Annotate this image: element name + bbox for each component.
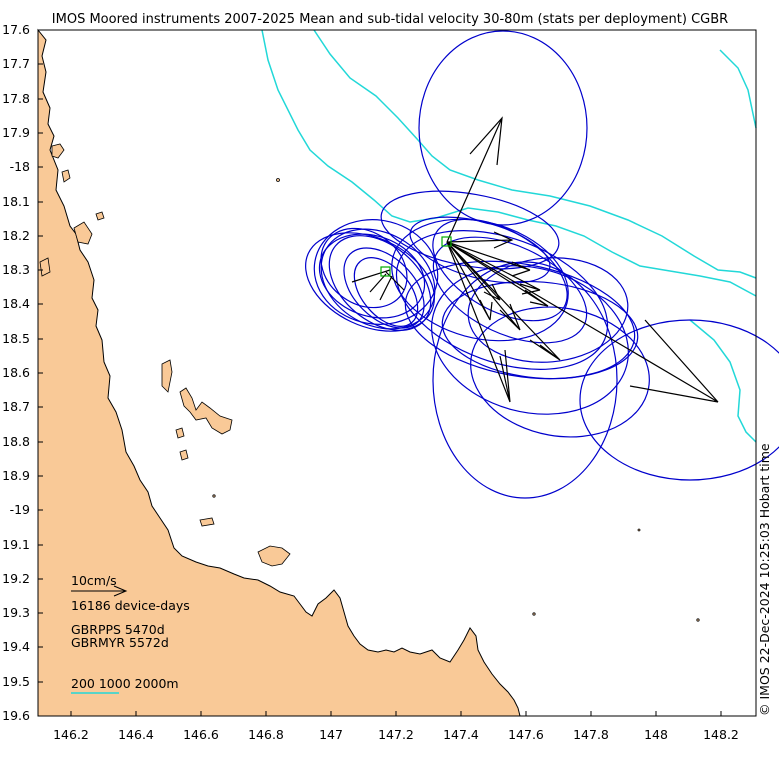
y-tick-label: 19.1 (2, 537, 30, 552)
x-tick-label: 146.8 (248, 727, 284, 742)
x-tick-label: 146.6 (183, 727, 219, 742)
variance-ellipse (305, 232, 435, 332)
x-tick-label: 146.2 (53, 727, 89, 742)
variance-ellipse (395, 230, 609, 370)
isobath-1000m-southeast (689, 319, 757, 443)
isobaths-label: 200 1000 2000m (71, 676, 179, 691)
velocity-vector (446, 241, 493, 321)
variance-ellipse (404, 260, 636, 380)
velocity-vector (446, 241, 511, 403)
variance-ellipse (470, 306, 650, 438)
x-tick-label: 148.2 (703, 727, 739, 742)
island (276, 178, 280, 182)
y-tick-label: 19.6 (2, 708, 30, 723)
island (39, 257, 51, 277)
y-tick-label: 18.7 (2, 399, 30, 414)
velocity-vector (446, 241, 541, 295)
x-tick-label: 147.8 (573, 727, 609, 742)
x-tick-label: 148 (644, 727, 668, 742)
island (175, 427, 185, 439)
velocity-vector (446, 241, 561, 361)
site-marker-gbrpps[interactable] (441, 236, 452, 247)
variance-ellipse (409, 216, 551, 284)
y-tick-label: 18.8 (2, 434, 30, 449)
x-tick-label: 147.2 (378, 727, 414, 742)
y-tick-label: 17.9 (2, 125, 30, 140)
y-tick-label: 18.1 (2, 194, 30, 209)
island (212, 494, 216, 498)
device-days-label: 16186 device-days (71, 598, 190, 613)
island (696, 618, 700, 622)
scale-label: 10cm/s (71, 573, 117, 588)
island (199, 517, 215, 527)
velocity-vector (446, 241, 549, 307)
island (179, 449, 189, 461)
credit-text: © IMOS 22-Dec-2024 10:25:03 Hobart time (757, 443, 772, 716)
variance-ellipse (441, 280, 639, 380)
x-axis: 146.2 146.4 146.6 146.8 147 147.2 147.4 … (53, 711, 739, 742)
velocity-vector (446, 241, 521, 331)
island (161, 359, 173, 393)
y-tick-label: -19 (10, 502, 30, 517)
x-tick-label: 147.6 (508, 727, 544, 742)
y-tick-label: 17.7 (2, 56, 30, 71)
island (95, 211, 105, 221)
x-tick-label: 147 (319, 727, 343, 742)
figure-title: IMOS Moored instruments 2007-2025 Mean a… (52, 12, 728, 27)
variance-ellipse (432, 218, 568, 322)
y-tick-label: -18 (10, 159, 30, 174)
variance-ellipse (418, 30, 588, 226)
variance-ellipse (380, 190, 560, 270)
velocity-vector (446, 241, 719, 403)
island (179, 387, 233, 435)
variance-ellipse (579, 319, 779, 481)
y-tick-label: 18.6 (2, 365, 30, 380)
y-tick-label: 18.3 (2, 262, 30, 277)
velocity-vector (446, 116, 503, 243)
x-tick-label: 147.4 (443, 727, 479, 742)
y-tick-label: 18.4 (2, 296, 30, 311)
island (257, 545, 291, 567)
variance-ellipse (432, 236, 588, 344)
legend: 10cm/s 16186 device-days GBRPPS 5470d GB… (71, 573, 190, 694)
scale-arrow (71, 585, 128, 597)
y-tick-label: 18.5 (2, 331, 30, 346)
island (73, 221, 93, 245)
island (61, 169, 71, 183)
y-tick-label: 17.8 (2, 91, 30, 106)
site-marker-gbrmyr[interactable] (380, 266, 391, 277)
site-summary: GBRPPS 5470d (71, 622, 165, 637)
y-tick-label: 18.9 (2, 468, 30, 483)
y-tick-label: 17.6 (2, 22, 30, 37)
y-tick-label: 19.3 (2, 605, 30, 620)
island (51, 143, 65, 159)
velocity-vector (446, 241, 531, 277)
site-summary: GBRMYR 5572d (71, 635, 169, 650)
island (637, 528, 641, 532)
variance-ellipse (431, 265, 629, 415)
variance-ellipse (432, 261, 618, 499)
isobath-1000m-outer (313, 29, 757, 279)
map-area (37, 28, 779, 717)
x-tick-label: 146.4 (118, 727, 154, 742)
isobath-1000m-east (719, 49, 757, 129)
velocity-vector (446, 241, 501, 301)
y-tick-label: 19.4 (2, 639, 30, 654)
velocity-vector (446, 231, 514, 249)
variance-ellipses (305, 30, 779, 499)
y-tick-label: 18.2 (2, 228, 30, 243)
isobath-1000m-inner (261, 29, 757, 297)
variance-ellipse (353, 257, 419, 327)
velocity-vectors (351, 116, 719, 403)
variance-ellipse (467, 257, 629, 363)
y-axis: 17.6 17.7 17.8 17.9 -18 18.1 18.2 18.3 1… (2, 22, 43, 723)
y-tick-label: 19.2 (2, 571, 30, 586)
island (532, 612, 536, 616)
velocity-vector (351, 269, 405, 301)
y-tick-label: 19.5 (2, 674, 30, 689)
